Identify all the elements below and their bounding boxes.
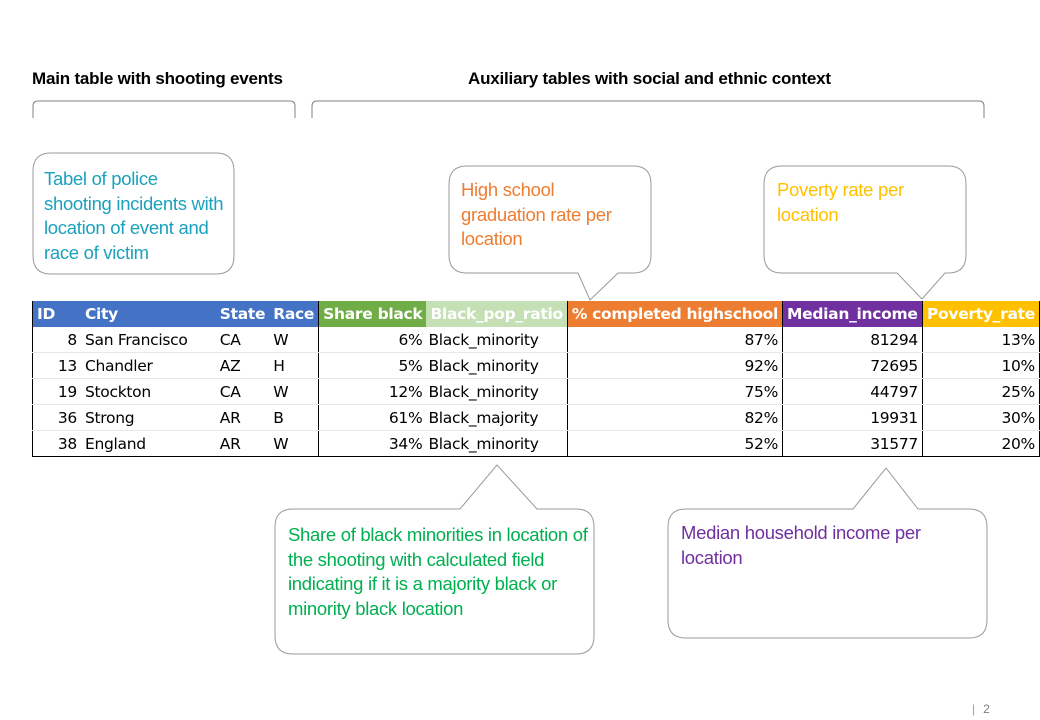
police-callout-text: Tabel of police shooting incidents with …: [44, 168, 224, 263]
cell-income: 31577: [782, 430, 923, 457]
header-highschool: % completed highschool: [567, 301, 784, 327]
main-table-brace: [32, 100, 296, 118]
cell-income: 44797: [782, 378, 923, 405]
aux-tables-heading: Auxiliary tables with social and ethnic …: [468, 69, 831, 88]
cell-race: W: [269, 430, 320, 457]
cell-city: Chandler: [80, 352, 216, 379]
share-callout-text: Share of black minorities in location of…: [288, 524, 588, 619]
cell-race: H: [269, 352, 320, 379]
cell-share: 34%: [318, 430, 427, 457]
cell-city: San Francisco: [80, 327, 216, 353]
page-number-value: 2: [983, 702, 990, 716]
cell-highschool: 82%: [567, 404, 784, 431]
cell-ratio: Black_minority: [426, 352, 568, 379]
cell-share: 61%: [318, 404, 427, 431]
cell-city: Strong: [80, 404, 216, 431]
table-row: 13 Chandler AZ H 5% Black_minority 92% 7…: [31, 352, 1040, 379]
header-ratio: Black_pop_ratio: [426, 301, 568, 327]
header-income: Median_income: [782, 301, 923, 327]
data-table: ID City State Race Share black Black_pop…: [31, 301, 1040, 457]
table-row: 8 San Francisco CA W 6% Black_minority 8…: [31, 327, 1040, 353]
page-number: | 2: [972, 702, 990, 716]
cell-state: CA: [215, 378, 270, 405]
cell-id: 13: [31, 352, 81, 379]
cell-state: CA: [215, 327, 270, 353]
income-callout-text: Median household income per location: [681, 522, 921, 568]
poverty-callout-bubble: [763, 165, 967, 300]
highschool-callout-text: High school graduation rate per location: [461, 179, 612, 249]
cell-poverty: 13%: [922, 327, 1040, 353]
share-callout-bubble: [274, 464, 595, 655]
header-id: ID: [31, 301, 81, 327]
table-row: 19 Stockton CA W 12% Black_minority 75% …: [31, 378, 1040, 405]
cell-ratio: Black_minority: [426, 430, 568, 457]
cell-id: 36: [31, 404, 81, 431]
cell-highschool: 92%: [567, 352, 784, 379]
cell-id: 38: [31, 430, 81, 457]
cell-poverty: 20%: [922, 430, 1040, 457]
cell-poverty: 10%: [922, 352, 1040, 379]
income-callout-bubble: [667, 467, 988, 639]
header-state: State: [215, 301, 270, 327]
cell-poverty: 25%: [922, 378, 1040, 405]
main-table-heading: Main table with shooting events: [32, 69, 283, 88]
cell-state: AR: [215, 404, 270, 431]
cell-share: 6%: [318, 327, 427, 353]
cell-ratio: Black_minority: [426, 327, 568, 353]
header-poverty: Poverty_rate: [922, 301, 1040, 327]
cell-id: 19: [31, 378, 81, 405]
cell-income: 81294: [782, 327, 923, 353]
poverty-callout-text: Poverty rate per location: [777, 179, 904, 225]
cell-ratio: Black_majority: [426, 404, 568, 431]
highschool-callout-bubble: [448, 165, 652, 301]
header-share: Share black: [318, 301, 427, 327]
header-city: City: [80, 301, 216, 327]
police-callout-bubble: [32, 152, 235, 275]
aux-tables-brace: [311, 100, 985, 118]
table-row: 38 England AR W 34% Black_minority 52% 3…: [31, 430, 1040, 457]
cell-share: 5%: [318, 352, 427, 379]
cell-id: 8: [31, 327, 81, 353]
cell-state: AR: [215, 430, 270, 457]
header-race: Race: [269, 301, 320, 327]
page-number-divider: |: [972, 702, 976, 716]
cell-ratio: Black_minority: [426, 378, 568, 405]
cell-income: 72695: [782, 352, 923, 379]
cell-city: Stockton: [80, 378, 216, 405]
cell-state: AZ: [215, 352, 270, 379]
cell-share: 12%: [318, 378, 427, 405]
table-row: 36 Strong AR B 61% Black_majority 82% 19…: [31, 404, 1040, 431]
cell-highschool: 87%: [567, 327, 784, 353]
cell-race: W: [269, 378, 320, 405]
cell-highschool: 75%: [567, 378, 784, 405]
cell-income: 19931: [782, 404, 923, 431]
cell-city: England: [80, 430, 216, 457]
cell-race: B: [269, 404, 320, 431]
cell-race: W: [269, 327, 320, 353]
cell-poverty: 30%: [922, 404, 1040, 431]
cell-highschool: 52%: [567, 430, 784, 457]
table-header-row: ID City State Race Share black Black_pop…: [31, 301, 1040, 327]
